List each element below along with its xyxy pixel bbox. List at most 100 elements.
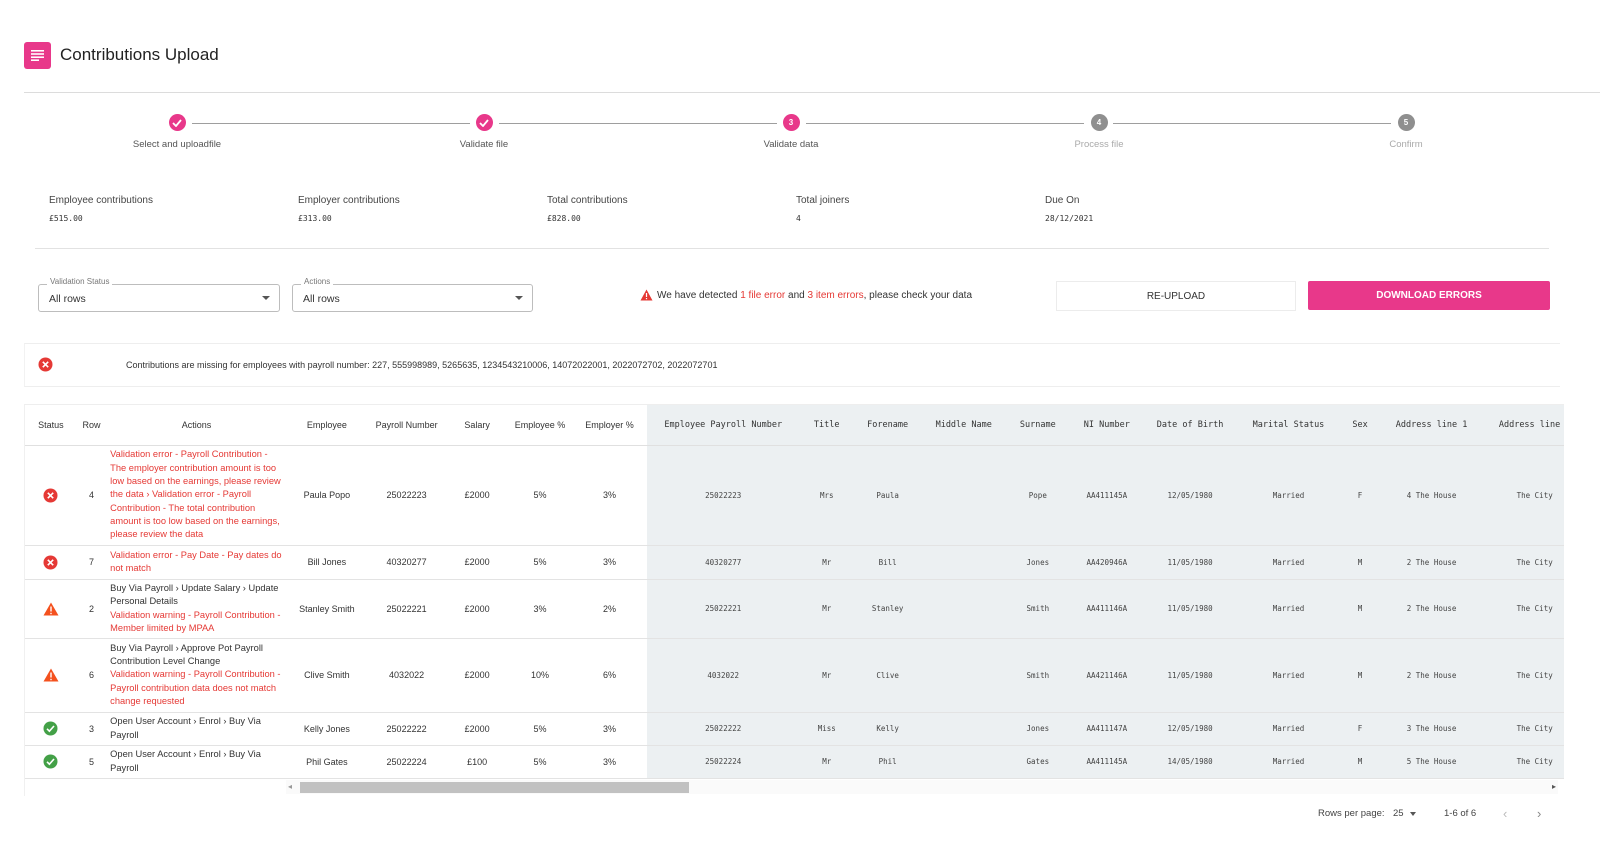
- table-row[interactable]: 3 Open User Account › Enrol › Buy Via Pa…: [25, 712, 1564, 746]
- employee-payroll-number: 4032022: [647, 638, 800, 713]
- employee-pct: 5%: [508, 712, 572, 746]
- column-header-employer-pct[interactable]: Employer %: [572, 405, 648, 446]
- forename: Kelly: [854, 712, 922, 746]
- banner-message: Contributions are missing for employees …: [126, 360, 718, 370]
- action-steps: Buy Via Payroll › Update Salary › Update…: [110, 582, 279, 607]
- check-icon: [168, 114, 186, 131]
- summary-label: Due On: [1045, 195, 1080, 206]
- table-row[interactable]: 5 Open User Account › Enrol › Buy Via Pa…: [25, 745, 1564, 779]
- column-header-address-1[interactable]: Address line 1: [1378, 405, 1485, 446]
- summary-label: Total contributions: [547, 195, 628, 206]
- contributions-table: Status Row Actions Employee Payroll Numb…: [24, 404, 1564, 796]
- caret-down-icon[interactable]: [1410, 812, 1416, 816]
- scrollbar-thumb[interactable]: [300, 782, 689, 793]
- column-header-forename[interactable]: Forename: [854, 405, 922, 446]
- summary-value: 28/12/2021: [1045, 214, 1094, 223]
- alert-middle: and: [788, 289, 805, 301]
- sex: M: [1341, 579, 1379, 639]
- download-errors-button[interactable]: DOWNLOAD ERRORS: [1308, 281, 1550, 310]
- missing-contributions-banner: Contributions are missing for employees …: [24, 343, 1560, 387]
- select-value: All rows: [49, 293, 86, 305]
- address-line-2: The City: [1484, 712, 1564, 746]
- marital-status: Married: [1235, 745, 1342, 779]
- employee-name: Phil Gates: [286, 745, 367, 779]
- employee-name: Clive Smith: [286, 638, 367, 713]
- stepper-connector: [1113, 123, 1391, 124]
- column-header-status[interactable]: Status: [25, 405, 77, 446]
- summary-employer-contributions: Employer contributions £313.00: [298, 195, 400, 223]
- payroll-number: 25022222: [367, 712, 447, 746]
- validation-status-select[interactable]: Validation Status All rows: [38, 277, 280, 312]
- column-header-actions[interactable]: Actions: [106, 405, 287, 446]
- column-header-ni-number[interactable]: NI Number: [1069, 405, 1145, 446]
- date-of-birth: 14/05/1980: [1144, 745, 1236, 779]
- column-header-salary[interactable]: Salary: [446, 405, 509, 446]
- column-header-employee[interactable]: Employee: [286, 405, 367, 446]
- actions-cell: Open User Account › Enrol › Buy Via Payr…: [106, 745, 287, 779]
- salary: £2000: [446, 545, 509, 580]
- employer-pct: 3%: [572, 545, 648, 580]
- actions-cell: Buy Via Payroll › Update Salary › Update…: [106, 579, 287, 639]
- reupload-button[interactable]: RE-UPLOAD: [1056, 281, 1296, 311]
- summary-employee-contributions: Employee contributions £515.00: [49, 195, 153, 223]
- progress-stepper: Select and uploadfile Validate file 3 Va…: [0, 112, 1600, 162]
- column-header-employee-payroll[interactable]: Employee Payroll Number: [647, 405, 800, 446]
- page-header: Contributions Upload: [24, 40, 219, 70]
- middle-name: [921, 445, 1007, 546]
- step-label: Confirm: [1389, 139, 1423, 150]
- date-of-birth: 11/05/1980: [1144, 579, 1236, 639]
- header-divider: [24, 92, 1600, 93]
- step-validate-file: Validate file: [384, 112, 584, 150]
- column-header-row[interactable]: Row: [76, 405, 107, 446]
- row-number: 5: [76, 745, 107, 779]
- employee-name: Paula Popo: [286, 445, 367, 546]
- employee-pct: 10%: [508, 638, 572, 713]
- horizontal-scrollbar[interactable]: ◂ ▸: [286, 780, 1558, 794]
- chevron-left-icon[interactable]: ‹: [1503, 806, 1508, 821]
- summary-label: Employer contributions: [298, 195, 400, 206]
- caret-down-icon: [262, 296, 270, 300]
- scroll-left-icon[interactable]: ◂: [288, 782, 293, 791]
- employee-pct: 5%: [508, 745, 572, 779]
- table-row[interactable]: 7 Validation error - Pay Date - Pay date…: [25, 545, 1564, 580]
- column-header-address-2[interactable]: Address line 2: [1484, 405, 1564, 446]
- column-header-surname[interactable]: Surname: [1006, 405, 1070, 446]
- chevron-right-icon[interactable]: ›: [1537, 806, 1542, 821]
- title: Mr: [799, 638, 855, 713]
- title: Mrs: [799, 445, 855, 546]
- surname: Jones: [1006, 545, 1070, 580]
- summary-value: £515.00: [49, 214, 83, 223]
- address-line-2: The City: [1484, 579, 1564, 639]
- column-header-dob[interactable]: Date of Birth: [1144, 405, 1236, 446]
- table-row[interactable]: 4 Validation error - Payroll Contributio…: [25, 445, 1564, 546]
- employee-pct: 5%: [508, 445, 572, 546]
- employee-name: Bill Jones: [286, 545, 367, 580]
- middle-name: [921, 712, 1007, 746]
- action-warning: Validation warning - Payroll Contributio…: [110, 669, 281, 706]
- address-line-1: 5 The House: [1378, 745, 1485, 779]
- scroll-right-icon[interactable]: ▸: [1551, 782, 1556, 791]
- actions-select[interactable]: Actions All rows: [292, 277, 533, 312]
- rows-per-page-select[interactable]: 25: [1393, 808, 1404, 819]
- column-header-employee-pct[interactable]: Employee %: [508, 405, 572, 446]
- column-header-sex[interactable]: Sex: [1341, 405, 1379, 446]
- column-header-payroll[interactable]: Payroll Number: [367, 405, 447, 446]
- ni-number: AA411145A: [1069, 745, 1145, 779]
- column-header-title[interactable]: Title: [799, 405, 855, 446]
- middle-name: [921, 579, 1007, 639]
- rows-per-page-label: Rows per page:: [1318, 808, 1385, 819]
- sex: M: [1341, 745, 1379, 779]
- select-label: Actions: [301, 277, 334, 286]
- select-label: Validation Status: [47, 277, 113, 286]
- column-header-marital[interactable]: Marital Status: [1235, 405, 1342, 446]
- step-process-file: 4 Process file: [999, 112, 1199, 150]
- surname: Smith: [1006, 638, 1070, 713]
- salary: £2000: [446, 579, 509, 639]
- table-row[interactable]: 2 Buy Via Payroll › Update Salary › Upda…: [25, 579, 1564, 639]
- column-header-middle-name[interactable]: Middle Name: [921, 405, 1007, 446]
- warning-icon: [43, 602, 59, 615]
- title: Mr: [799, 545, 855, 580]
- table-row[interactable]: 6 Buy Via Payroll › Approve Pot Payroll …: [25, 638, 1564, 713]
- employer-pct: 3%: [572, 745, 648, 779]
- title: Mr: [799, 579, 855, 639]
